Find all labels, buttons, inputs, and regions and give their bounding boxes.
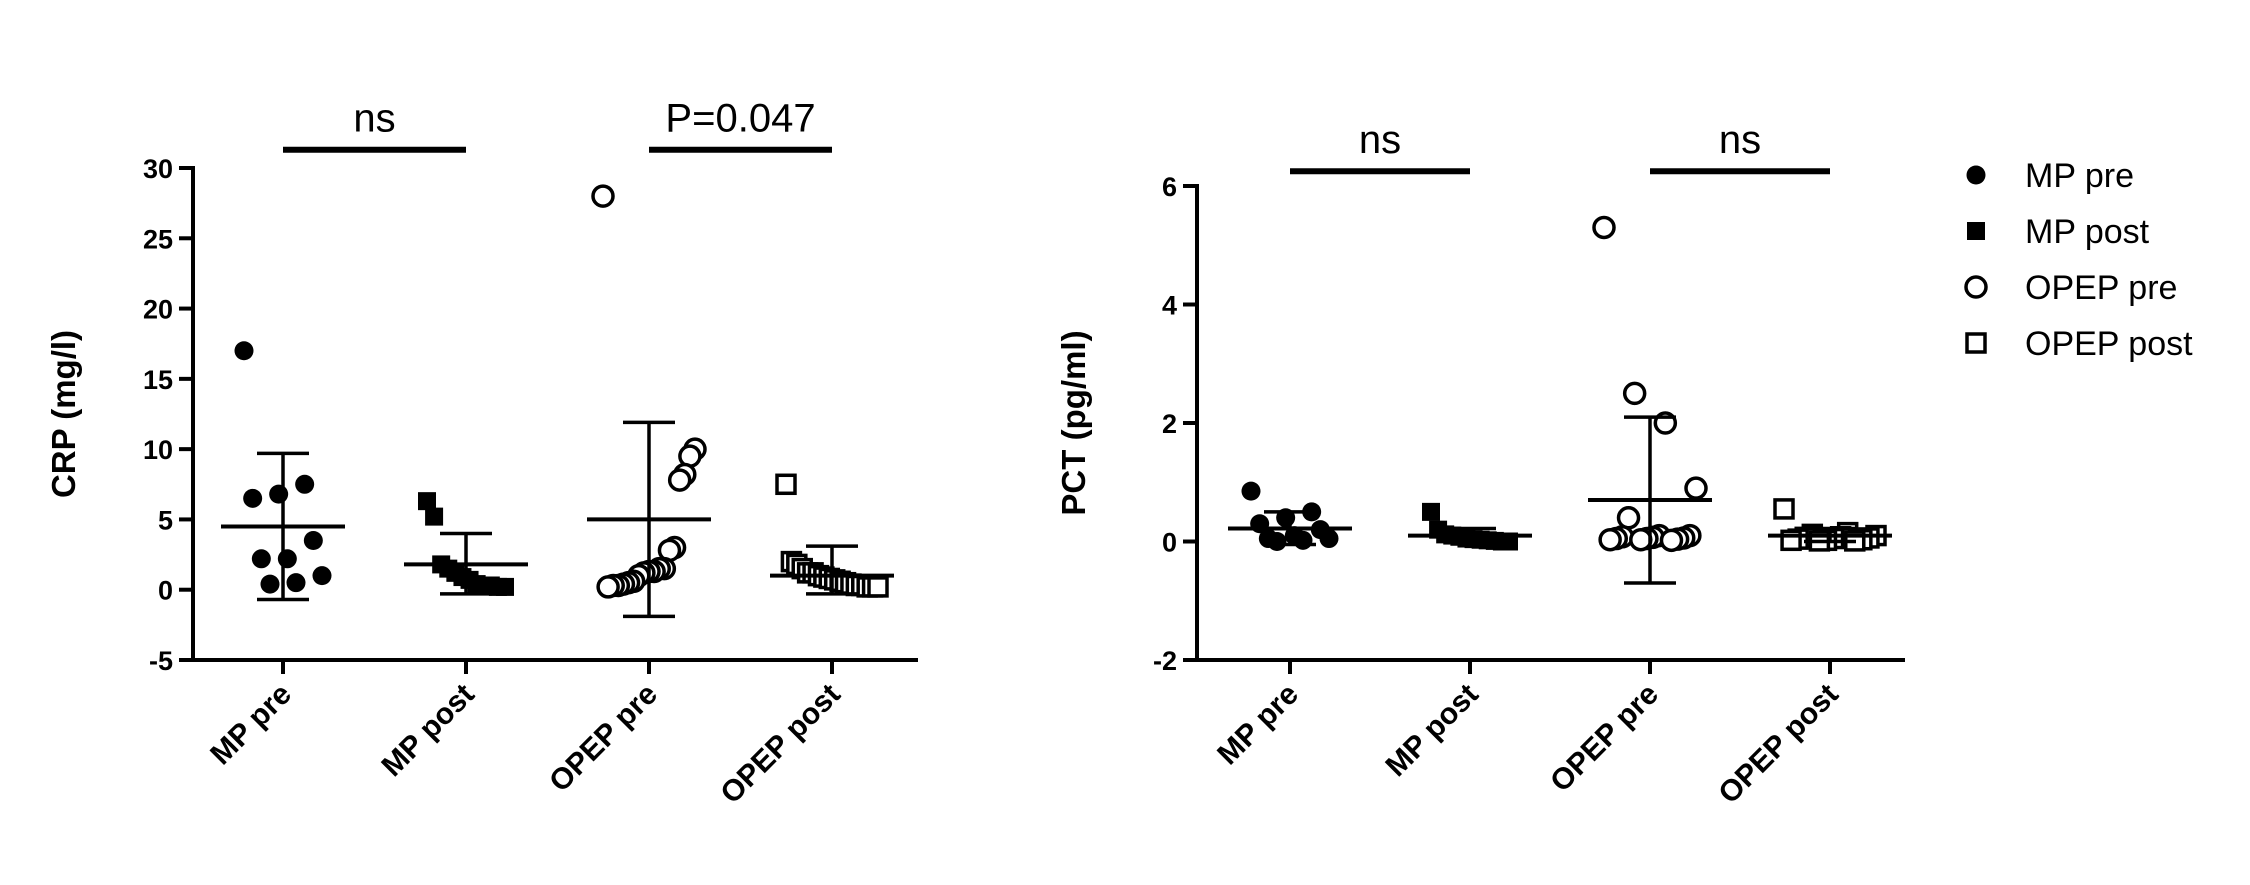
data-point <box>867 576 889 598</box>
y-tick-label: 15 <box>143 365 173 395</box>
legend-label: MP pre <box>2025 157 2134 195</box>
y-tick-label: 6 <box>1162 172 1177 202</box>
series-mp-pre <box>1228 481 1352 551</box>
x-tick-label-opep-post: OPEP post <box>714 678 847 811</box>
x-tick-label-opep-post: OPEP post <box>1712 678 1845 811</box>
data-point <box>312 566 332 586</box>
x-tick-label-opep-pre: OPEP pre <box>1544 678 1665 799</box>
y-tick-label: 30 <box>143 154 173 184</box>
legend-label: OPEP post <box>2025 325 2193 363</box>
y-tick-label: 5 <box>158 505 173 535</box>
data-point <box>1598 527 1622 552</box>
y-tick-label: -5 <box>149 646 173 676</box>
data-point <box>667 468 692 492</box>
crp-chart: -5 0 5 10 15 20 25 30 CRP (mg/l) MP pre MP post OPE… <box>45 97 918 810</box>
y-tick-label: 10 <box>143 435 173 465</box>
series-mp-post <box>404 492 528 596</box>
data-point <box>1622 381 1647 406</box>
significance-label: ns <box>1359 118 1401 162</box>
data-point <box>1659 528 1684 553</box>
y-tick-label: 4 <box>1162 291 1177 321</box>
series-opep-pre <box>587 184 711 619</box>
data-point <box>295 474 315 494</box>
legend-item-opep-pre: OPEP pre <box>1964 269 2177 307</box>
data-point <box>234 341 254 361</box>
data-point <box>286 573 306 593</box>
x-tick-label-mp-post: MP post <box>376 678 481 783</box>
data-point <box>1616 506 1641 530</box>
data-point <box>1319 529 1339 549</box>
significance-label: ns <box>353 97 395 141</box>
data-point <box>1684 476 1708 500</box>
y-tick-label: 0 <box>1162 528 1177 558</box>
legend-marker <box>1965 332 1987 354</box>
data-point <box>775 473 797 496</box>
x-tick-label-mp-pre: MP pre <box>1211 678 1305 772</box>
series-opep-pre <box>1588 215 1712 585</box>
x-tick-label-mp-pre: MP pre <box>204 678 298 772</box>
series-opep-post <box>770 473 894 598</box>
y-axis-title: PCT (pg/ml) <box>1055 330 1092 515</box>
y-axis-title: CRP (mg/l) <box>45 330 82 498</box>
legend-item-opep-post: OPEP post <box>1965 325 2193 363</box>
y-tick-label: 20 <box>143 295 173 325</box>
data-point <box>251 549 271 569</box>
x-tick-label-opep-pre: OPEP pre <box>543 678 664 799</box>
data-point <box>591 184 615 208</box>
data-point <box>1241 481 1261 501</box>
data-point <box>1422 502 1440 521</box>
legend-label: OPEP pre <box>2025 269 2177 307</box>
data-point <box>243 488 263 508</box>
x-tick-label-mp-post: MP post <box>1380 678 1485 783</box>
y-tick-label: 25 <box>143 224 173 254</box>
legend-item-mp-pre: MP pre <box>1966 157 2134 195</box>
significance-label: ns <box>1719 118 1761 162</box>
series-opep-post <box>1768 498 1892 552</box>
data-point <box>277 549 297 569</box>
data-point <box>303 531 323 551</box>
data-point <box>596 575 620 599</box>
legend: MP pre MP post OPEP pre OPEP post <box>1964 157 2193 363</box>
series-mp-pre <box>221 341 345 602</box>
pct-chart: -2 0 2 4 6 PCT (pg/ml) MP pre MP post OPEP pre OP… <box>1055 118 1905 810</box>
legend-marker <box>1964 275 1988 299</box>
legend-marker <box>1966 165 1986 185</box>
y-tick-label: -2 <box>1153 646 1177 676</box>
data-point <box>425 507 444 526</box>
series-mp-post <box>1408 502 1532 551</box>
data-point <box>1293 530 1313 550</box>
data-point <box>1629 527 1653 552</box>
legend-item-mp-post: MP post <box>1967 213 2150 251</box>
legend-marker <box>1967 222 1985 240</box>
data-point <box>269 484 289 504</box>
legend-label: MP post <box>2025 213 2150 251</box>
data-point <box>1773 498 1795 520</box>
data-point <box>1592 215 1616 240</box>
y-tick-label: 2 <box>1162 409 1177 439</box>
y-tick-label: 0 <box>158 576 173 606</box>
data-point <box>496 577 514 596</box>
significance-label: P=0.047 <box>665 97 815 141</box>
data-point <box>260 574 280 594</box>
data-point <box>1267 532 1287 551</box>
data-point <box>418 492 436 511</box>
